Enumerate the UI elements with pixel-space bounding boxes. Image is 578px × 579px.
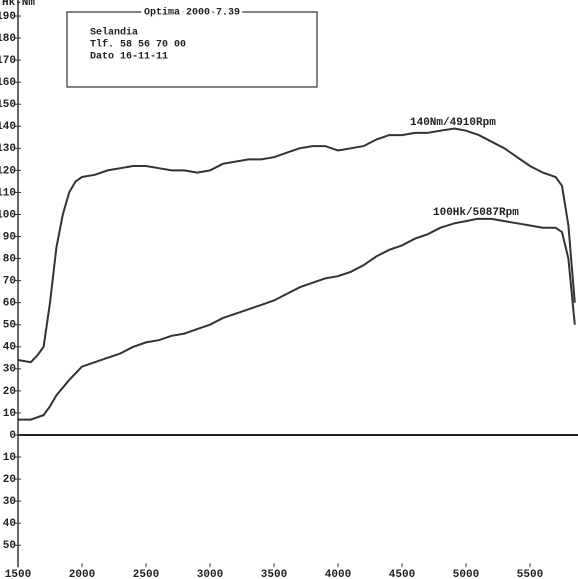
header-box: Optima 2000 7.39 Selandia Tlf. 58 56 70 … (66, 4, 318, 88)
y-tick-label: 50 (3, 540, 16, 552)
y-tick-label: 110 (0, 187, 16, 199)
box-line: Selandia (90, 27, 138, 39)
y-tick-label: 70 (3, 276, 16, 288)
y-tick-label: 10 (3, 452, 16, 464)
y-tick-label: 160 (0, 77, 16, 89)
x-tick-label: 3500 (261, 569, 287, 579)
x-tick-label: 4000 (325, 569, 351, 579)
y-tick-label: 30 (3, 496, 16, 508)
x-tick-label: 4500 (389, 569, 415, 579)
y-tick-label: 190 (0, 11, 16, 23)
x-tick-label: 3000 (197, 569, 223, 579)
y-tick-label: 80 (3, 253, 16, 265)
y-tick-label: 30 (3, 364, 16, 376)
y-tick-label: 180 (0, 33, 16, 45)
line (18, 217, 576, 421)
y-tick-label: 100 (0, 209, 16, 221)
y-tick-label: 170 (0, 55, 16, 67)
box-title: Optima 2000 7.39 (144, 7, 240, 19)
box-line: Dato 16-11-11 (90, 52, 168, 63)
line (17, 127, 576, 364)
y-tick-label: 10 (3, 408, 16, 420)
y-tick-label: 40 (3, 342, 16, 354)
y-tick-label: 140 (0, 121, 16, 133)
y-tick-label: 130 (0, 143, 16, 155)
y-tick-label: 0 (9, 430, 16, 442)
annotation: 100Hk/5087Rpm (433, 207, 519, 219)
box-line: Tlf. 58 56 70 00 (90, 39, 186, 51)
y-tick-label: 20 (3, 386, 16, 398)
y-tick-label: 40 (3, 518, 16, 530)
x-tick-label: 5500 (517, 569, 543, 579)
y-tick-label: 120 (0, 165, 16, 177)
x-tick-label: 2500 (133, 569, 159, 579)
y-tick-label: 150 (0, 99, 16, 111)
box-frame (66, 11, 318, 88)
y-tick-label: 90 (3, 231, 16, 243)
annotation: 140Nm/4910Rpm (410, 117, 496, 129)
x-tick-label: 1500 (5, 569, 31, 579)
x-tick-label: 2000 (69, 569, 95, 579)
y-tick-label: 20 (3, 474, 16, 486)
x-tick-label: 5000 (453, 569, 479, 579)
y-tick-label: 60 (3, 298, 16, 310)
y-tick-label: 50 (3, 320, 16, 332)
